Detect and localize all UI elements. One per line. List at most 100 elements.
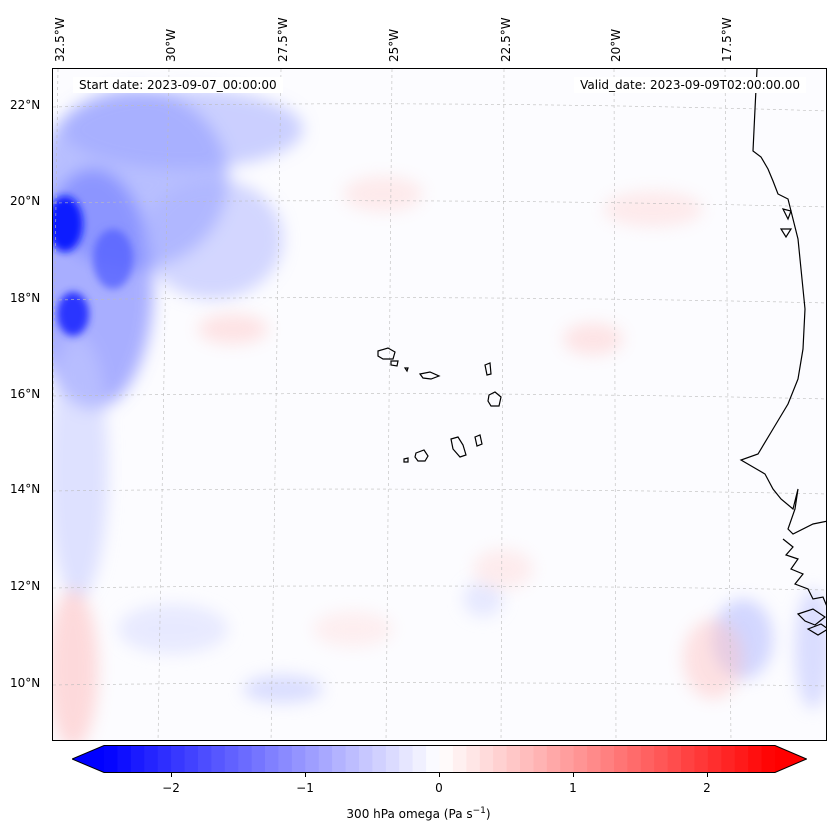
- colorbar-cell: [506, 745, 521, 773]
- colorbar-cell: [707, 745, 722, 773]
- omega-shading: [53, 89, 826, 740]
- colorbar-extend-max: [775, 745, 807, 773]
- island-santiago: [450, 436, 467, 458]
- colorbar-cell: [385, 745, 400, 773]
- lat-label-18n: 18°N: [10, 291, 41, 305]
- colorbar-cell: [211, 745, 226, 773]
- colorbar-tickmark: [573, 773, 574, 777]
- colorbar-cell: [291, 745, 306, 773]
- colorbar-cell: [130, 745, 145, 773]
- colorbar-cell: [278, 745, 293, 773]
- valid-date-label: Valid_date: 2023-09-09T02:00:00.00: [574, 77, 806, 93]
- lat-label-10n: 10°N: [10, 676, 41, 690]
- colorbar-tick-label: −1: [296, 781, 314, 795]
- colorbar-cell: [452, 745, 467, 773]
- lon-label-30w: 30°W: [164, 28, 178, 62]
- colorbar-cell: [439, 745, 454, 773]
- colorbar-cell: [587, 745, 602, 773]
- colorbar-cell: [493, 745, 508, 773]
- colorbar-cell: [667, 745, 682, 773]
- colorbar-cell: [171, 745, 186, 773]
- lat-label-14n: 14°N: [10, 482, 41, 496]
- colorbar-cell: [372, 745, 387, 773]
- colorbar-cell: [358, 745, 373, 773]
- island-santa-luzia: [403, 367, 409, 373]
- colorbar-cell: [640, 745, 655, 773]
- colorbar-cell: [721, 745, 736, 773]
- colorbar-tickmark: [171, 773, 172, 777]
- coastlines: [739, 69, 826, 636]
- colorbar-tickmark: [707, 773, 708, 777]
- colorbar-tickmark: [439, 773, 440, 777]
- island-brava: [403, 457, 409, 463]
- graticule: [53, 69, 826, 740]
- colorbar-cell: [238, 745, 253, 773]
- colorbar-cell: [479, 745, 494, 773]
- lon-label-27-5w: 27.5°W: [276, 17, 290, 62]
- colorbar-cell: [104, 745, 119, 773]
- colorbar-tick-label: 0: [435, 781, 443, 795]
- colorbar-cell: [144, 745, 159, 773]
- colorbar-cell: [573, 745, 588, 773]
- colorbar-cell: [345, 745, 360, 773]
- lon-label-22-5w: 22.5°W: [499, 17, 513, 62]
- colorbar-cells: [72, 745, 807, 773]
- colorbar-label: 300 hPa omega (Pa s−1): [346, 806, 491, 821]
- colorbar-cell: [654, 745, 669, 773]
- colorbar-cell: [224, 745, 239, 773]
- colorbar-cell: [318, 745, 333, 773]
- colorbar-cell: [627, 745, 642, 773]
- colorbar-cell: [305, 745, 320, 773]
- island-boa-vista: [487, 391, 502, 407]
- colorbar-cell: [694, 745, 709, 773]
- colorbar: [72, 745, 807, 773]
- lon-label-20w: 20°W: [609, 28, 623, 62]
- map-panel: Start date: 2023-09-07_00:00:00 Valid_da…: [52, 68, 827, 741]
- colorbar-cell: [600, 745, 615, 773]
- lon-label-32-5w: 32.5°W: [53, 17, 67, 62]
- colorbar-tick-label: 1: [569, 781, 577, 795]
- colorbar-cell: [520, 745, 535, 773]
- colorbar-cell: [251, 745, 266, 773]
- colorbar-cell: [265, 745, 280, 773]
- lat-label-16n: 16°N: [10, 387, 41, 401]
- red-patches: [53, 176, 743, 740]
- lat-label-12n: 12°N: [10, 579, 41, 593]
- colorbar-cell: [412, 745, 427, 773]
- colorbar-cell: [734, 745, 749, 773]
- island-fogo: [414, 449, 429, 462]
- colorbar-extend-min: [72, 745, 104, 773]
- colorbar-cell: [748, 745, 763, 773]
- colorbar-tick-label: −2: [162, 781, 180, 795]
- colorbar-cell: [399, 745, 414, 773]
- africa-coast: [739, 69, 826, 535]
- colorbar-cell: [332, 745, 347, 773]
- colorbar-cell: [533, 745, 548, 773]
- colorbar-tick-label: 2: [703, 781, 711, 795]
- omega-field-map: [53, 69, 826, 740]
- lon-label-17-5w: 17.5°W: [720, 17, 734, 62]
- colorbar-cell: [157, 745, 172, 773]
- colorbar-cell: [184, 745, 199, 773]
- blue-core-northwest: [53, 196, 133, 336]
- colorbar-cell: [681, 745, 696, 773]
- island-sao-nicolau: [418, 371, 441, 380]
- island-santo-antao: [377, 347, 396, 360]
- island-sal: [484, 362, 492, 376]
- colorbar-cell: [426, 745, 441, 773]
- blue-region-northwest: [53, 89, 303, 599]
- colorbar-cell: [560, 745, 575, 773]
- lat-label-22n: 22°N: [10, 98, 41, 112]
- colorbar-tickmark: [305, 773, 306, 777]
- lat-label-20n: 20°N: [10, 194, 41, 208]
- colorbar-cell: [546, 745, 561, 773]
- lon-label-25w: 25°W: [387, 28, 401, 62]
- colorbar-cell: [613, 745, 628, 773]
- colorbar-cell: [197, 745, 212, 773]
- island-maio: [474, 434, 483, 447]
- colorbar-outline: [72, 745, 807, 773]
- cape-verde-islands: [377, 347, 502, 463]
- colorbar-cell: [117, 745, 132, 773]
- colorbar-cell: [466, 745, 481, 773]
- island-sao-vicente: [390, 360, 399, 367]
